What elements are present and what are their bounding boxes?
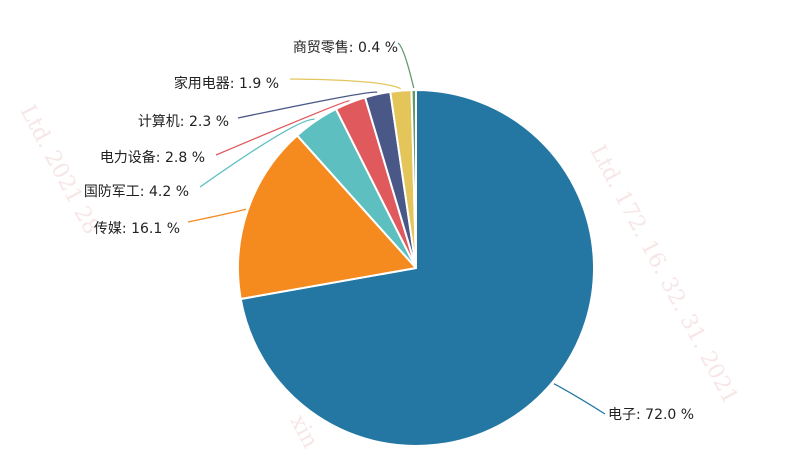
data-label-3: 国防军工: 4.2 % [84, 184, 189, 200]
watermark-bottom: xin [285, 411, 323, 452]
leader-line-3 [199, 118, 315, 188]
data-label-6: 家用电器: 1.9 % [174, 75, 279, 92]
pie-slice-2 [237, 134, 417, 300]
watermark-right: Ltd. 172. 16. 32. 31. 2021 [585, 141, 743, 408]
data-label-7: 商贸零售: 0.4 % [293, 40, 398, 56]
data-label-2: 传媒: 16.1 % [94, 221, 180, 237]
pie-slice-7 [410, 89, 417, 269]
data-label-1: 电子: 72.0 % [608, 407, 694, 423]
pie-slices [237, 89, 595, 447]
leader-line-4 [215, 100, 350, 156]
leader-line-1 [553, 383, 606, 415]
leader-lines [187, 42, 606, 415]
leader-line-2 [187, 208, 247, 223]
leader-line-5 [237, 91, 378, 119]
leader-line-6 [289, 78, 401, 90]
data-label-5: 计算机: 2.3 % [138, 114, 229, 130]
data-label-4: 电力设备: 2.8 % [100, 149, 205, 166]
watermark-left: Ltd. 2021 28 [15, 101, 104, 239]
pie-slice-1 [239, 89, 595, 447]
data-labels: 电子: 72.0 % 传媒: 16.1 % 国防军工: 4.2 % 电力设备: 2.8… [84, 40, 694, 423]
leader-line-7 [397, 42, 415, 89]
